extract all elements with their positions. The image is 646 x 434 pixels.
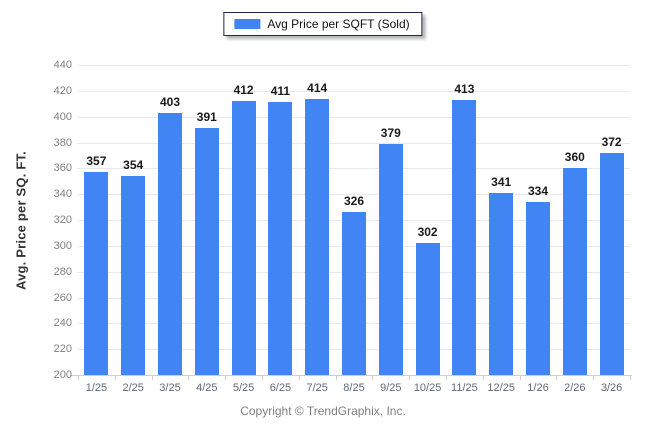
x-axis-tick (593, 376, 595, 380)
gridline (78, 65, 630, 66)
x-axis-tick (409, 376, 411, 380)
bar-3/26 (599, 152, 624, 375)
bar-value-label: 341 (491, 174, 512, 189)
bar-value-label: 360 (564, 150, 585, 165)
x-tick-label: 1/26 (527, 382, 549, 394)
y-tick-label: 400 (53, 110, 72, 123)
y-tick-label: 420 (53, 84, 72, 97)
x-axis-tick (114, 376, 116, 380)
gridline (78, 90, 630, 92)
y-tick-label: 220 (53, 343, 72, 356)
x-axis-tick (151, 376, 153, 380)
x-tick-label: 7/25 (306, 382, 328, 394)
x-axis-tick (630, 376, 631, 380)
bar-2/26 (562, 168, 587, 375)
bar-value-label: 412 (233, 83, 254, 98)
x-axis-tick (446, 376, 447, 380)
bar-3/25 (158, 112, 182, 375)
y-tick-label: 300 (53, 239, 72, 252)
legend-swatch-icon (234, 19, 261, 29)
bar-10/25 (415, 243, 440, 375)
bar-4/25 (194, 128, 219, 375)
y-tick-label: 440 (53, 59, 72, 71)
x-axis-tick (372, 376, 374, 380)
x-tick-label: 2/25 (122, 382, 144, 394)
y-tick-label: 280 (53, 265, 72, 278)
gridline (78, 194, 630, 196)
x-axis-tick (482, 376, 484, 380)
x-axis-tick (225, 376, 227, 380)
legend-label: Avg Price per SQFT (Sold) (267, 17, 410, 31)
bar-7/25 (305, 98, 330, 375)
bar-6/25 (268, 102, 293, 375)
x-tick-label: 4/25 (196, 382, 218, 394)
y-axis-title: Avg. Price per SQ. FT. (13, 151, 29, 291)
bar-11/25 (452, 99, 477, 375)
copyright-text: Copyright © TrendGraphix, Inc. (240, 404, 406, 418)
x-axis-tick (335, 376, 337, 380)
x-tick-label: 3/25 (159, 382, 181, 394)
bar-value-label: 411 (270, 84, 291, 99)
plot-area: 357 354 403 391 412 411 414 326 379 302 413 341 334 3… (78, 65, 630, 375)
y-tick-label: 320 (53, 214, 72, 226)
bar-value-label: 334 (527, 183, 548, 198)
bar-value-label: 391 (196, 110, 217, 125)
bar-value-label: 326 (343, 194, 364, 209)
x-tick-label: 5/25 (232, 382, 255, 394)
bar-8/25 (342, 212, 366, 375)
bar-12/25 (489, 192, 514, 375)
y-tick-label: 200 (53, 369, 72, 381)
bar-1/26 (526, 201, 550, 375)
x-tick-label: 3/26 (600, 382, 623, 394)
y-tick-label: 240 (53, 317, 72, 330)
x-tick-label: 2/26 (564, 382, 586, 394)
y-tick-label: 340 (53, 188, 72, 201)
x-tick-label: 9/25 (380, 382, 402, 394)
bar-value-label: 372 (601, 134, 622, 149)
y-tick-label: 380 (53, 136, 72, 149)
x-axis-tick (262, 376, 263, 380)
x-tick-label: 8/25 (343, 382, 365, 394)
x-axis-tick (78, 376, 79, 380)
bar-1/25 (84, 172, 109, 375)
x-tick-label: 6/25 (269, 382, 292, 394)
gridline (78, 116, 630, 118)
x-tick-label: 1/25 (85, 382, 108, 394)
bar-9/25 (378, 143, 403, 375)
bar-value-label: 357 (86, 154, 107, 169)
bar-value-label: 413 (454, 81, 475, 96)
bar-value-label: 379 (380, 125, 401, 140)
x-axis-tick (556, 376, 558, 380)
bar-2/25 (121, 176, 146, 375)
bar-value-label: 403 (159, 94, 180, 109)
x-tick-label: 11/25 (451, 382, 478, 394)
x-axis-tick (519, 376, 521, 380)
x-axis-tick (298, 376, 300, 380)
x-tick-label: 10/25 (413, 382, 442, 394)
x-axis-line (70, 375, 632, 376)
bar-value-label: 302 (417, 225, 438, 240)
bar-value-label: 414 (307, 80, 328, 95)
y-tick-label: 360 (53, 162, 72, 175)
gridline (78, 168, 630, 170)
bar-5/25 (231, 101, 256, 375)
gridline (78, 142, 630, 144)
x-axis-tick (188, 376, 190, 380)
legend: Avg Price per SQFT (Sold) (223, 12, 423, 36)
bar-value-label: 354 (123, 158, 144, 173)
y-tick-label: 260 (53, 291, 72, 304)
x-tick-label: 12/25 (487, 382, 515, 394)
